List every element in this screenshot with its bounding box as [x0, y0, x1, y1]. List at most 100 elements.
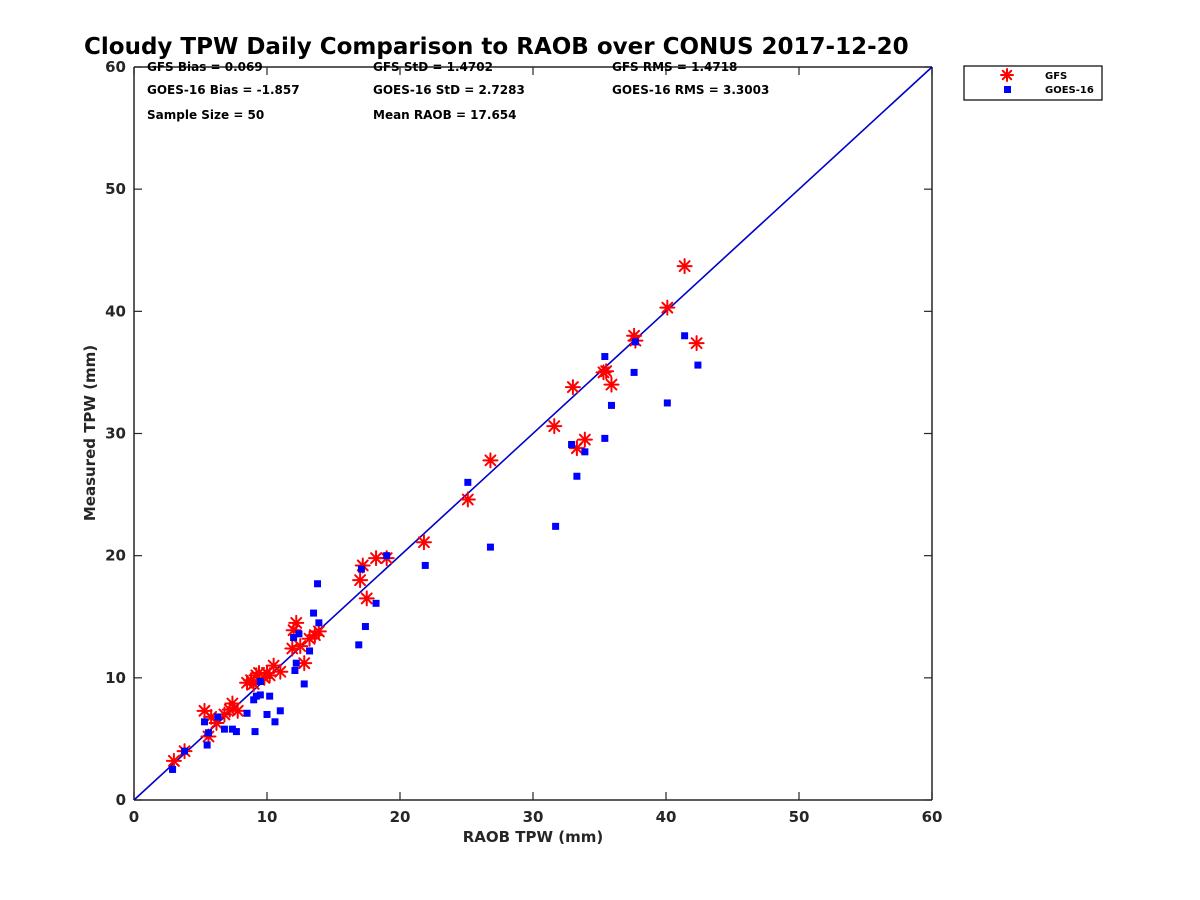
gfs-point — [482, 452, 499, 469]
gfs-series — [165, 258, 705, 769]
gfs-point — [310, 623, 327, 640]
y-tick-label: 40 — [105, 302, 126, 320]
x-tick-label: 40 — [656, 808, 677, 826]
goes-16-point — [372, 599, 380, 607]
goes-16-point — [306, 647, 314, 655]
stat-goes-rms: GOES-16 RMS = 3.3003 — [612, 83, 769, 97]
stat-gfs-bias: GFS Bias = 0.069 — [147, 60, 263, 74]
axis-ticks: 0 10 20 30 40 50 60 0 10 20 30 40 50 60 — [105, 58, 942, 826]
goes-16-point — [361, 623, 369, 631]
gfs-point — [659, 299, 676, 316]
goes-16-point — [568, 440, 576, 448]
goes-16-point — [314, 580, 322, 588]
goes-16-point — [250, 696, 258, 704]
goes-16-point — [203, 741, 211, 749]
goes-16-point — [581, 448, 589, 456]
gfs-point — [576, 431, 593, 448]
y-tick-label: 30 — [105, 425, 126, 443]
x-tick-label: 10 — [257, 808, 278, 826]
goes-16-point — [355, 641, 363, 649]
goes-16-point — [220, 725, 228, 733]
goes-16-point — [663, 399, 671, 407]
goes-16-point — [601, 434, 609, 442]
goes-16-point — [315, 619, 323, 627]
goes-16-point — [607, 401, 615, 409]
goes-16-point — [630, 368, 638, 376]
stats-annotations: GFS Bias = 0.069 GFS StD = 1.4702 GFS RM… — [147, 60, 769, 122]
goes-16-point — [256, 691, 264, 699]
goes-16-point — [486, 543, 494, 551]
goes-16-point — [291, 667, 299, 675]
legend-gfs-marker — [1000, 68, 1014, 82]
goes-16-point — [263, 710, 271, 718]
goes-16-point — [552, 522, 560, 530]
y-tick-label: 20 — [105, 547, 126, 565]
goes-16-point — [383, 552, 391, 560]
goes-16-point — [252, 692, 260, 700]
goes-16-point — [181, 747, 189, 755]
x-tick-label: 30 — [523, 808, 544, 826]
goes-16-point — [214, 713, 222, 721]
goes-16-point — [300, 680, 308, 688]
goes-16-point — [694, 361, 702, 369]
goes-16-point — [200, 718, 208, 726]
goes-16-point — [251, 728, 259, 736]
gfs-point — [352, 572, 369, 589]
gfs-point — [296, 655, 313, 672]
goes-16-point — [228, 725, 236, 733]
goes-16-point — [631, 338, 639, 346]
goes-16-point — [290, 634, 298, 642]
legend-gfs-label: GFS — [1045, 71, 1067, 82]
goes-16-point — [421, 561, 429, 569]
gfs-point — [229, 702, 246, 719]
stat-goes-std: GOES-16 StD = 2.7283 — [373, 83, 525, 97]
gfs-point — [598, 363, 615, 380]
gfs-point — [288, 614, 305, 631]
goes-16-point — [276, 707, 284, 715]
gfs-point — [368, 550, 385, 567]
goes-16-point — [357, 565, 365, 573]
goes-16-point — [681, 332, 689, 340]
x-tick-label: 20 — [390, 808, 411, 826]
goes-16-point — [310, 609, 318, 617]
gfs-point — [415, 534, 432, 551]
y-tick-label: 0 — [116, 791, 126, 809]
gfs-point — [546, 418, 563, 435]
x-tick-label: 60 — [922, 808, 943, 826]
x-tick-label: 50 — [789, 808, 810, 826]
gfs-point — [603, 376, 620, 393]
gfs-point — [676, 258, 693, 275]
goes-16-point — [271, 718, 279, 726]
legend-goes-label: GOES-16 — [1045, 85, 1094, 96]
goes-16-point — [243, 709, 251, 717]
legend: GFS GOES-16 — [963, 65, 1103, 101]
gfs-point — [688, 335, 705, 352]
stat-mean-raob: Mean RAOB = 17.654 — [373, 108, 517, 122]
gfs-point — [272, 663, 289, 680]
y-tick-label: 10 — [105, 669, 126, 687]
y-tick-label: 60 — [105, 58, 126, 76]
x-axis-label: RAOB TPW (mm) — [463, 828, 604, 846]
gfs-point — [292, 638, 309, 655]
goes-16-point — [573, 472, 581, 480]
goes-16-point — [169, 765, 177, 773]
stat-gfs-std: GFS StD = 1.4702 — [373, 60, 493, 74]
legend-gfs-asterisk — [1000, 68, 1014, 82]
stat-gfs-rms: GFS RMS = 1.4718 — [612, 60, 737, 74]
gfs-point — [165, 752, 182, 769]
goes-16-point — [295, 630, 303, 638]
goes-16-point — [601, 353, 609, 361]
legend-goes-marker — [1004, 86, 1011, 93]
goes-16-point — [232, 728, 240, 736]
goes-16-point — [464, 478, 472, 486]
stat-goes-bias: GOES-16 Bias = -1.857 — [147, 83, 300, 97]
gfs-point — [358, 590, 375, 607]
y-axis-label: Measured TPW (mm) — [81, 345, 99, 521]
goes-16-point — [266, 692, 274, 700]
y-tick-label: 50 — [105, 180, 126, 198]
goes-16-point — [204, 729, 212, 737]
goes-16-point — [292, 659, 300, 667]
chart-title: Cloudy TPW Daily Comparison to RAOB over… — [84, 34, 909, 60]
stat-sample-size: Sample Size = 50 — [147, 108, 264, 122]
